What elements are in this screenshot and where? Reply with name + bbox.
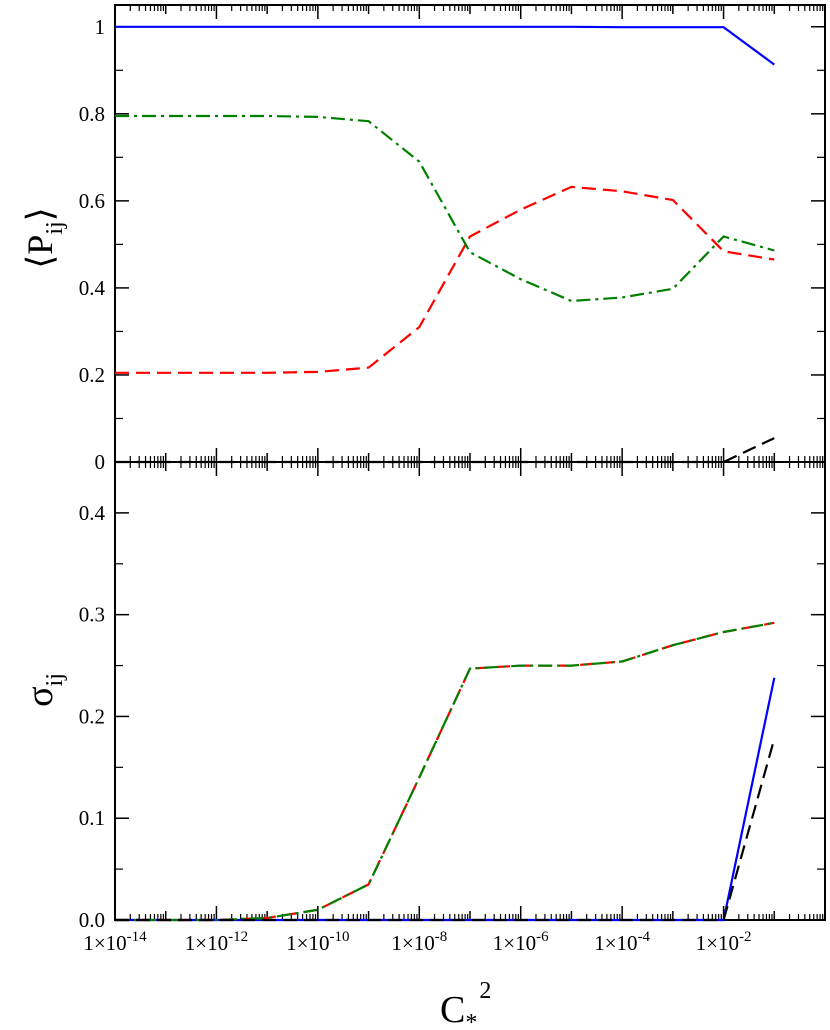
top-panel: 0 0.2 0.4 0.6 0.8 1 <box>79 4 826 474</box>
bottom-series-line-0 <box>115 677 776 922</box>
top-series-line-1 <box>115 185 775 374</box>
bottom-series-line-1 <box>115 621 775 922</box>
top-series-line-0 <box>115 25 775 66</box>
top-ytick-label: 1 <box>95 15 106 39</box>
bottom-ytick-label: 0.1 <box>79 806 105 830</box>
bottom-ytick-label: 0.4 <box>79 501 106 525</box>
xtick-label: 1×10-12 <box>185 929 248 955</box>
bottom-ytick-label: 0.2 <box>79 704 105 728</box>
xtick-label: 1×10-2 <box>696 929 752 955</box>
xtick-label: 1×10-8 <box>391 929 447 955</box>
top-ytick-label: 0 <box>95 450 106 474</box>
top-ytick-label: 0.2 <box>79 363 105 387</box>
bottom-frame <box>114 461 826 921</box>
bottom-ylabel: σij <box>19 673 68 707</box>
xtick-label: 1×10-6 <box>493 929 549 955</box>
bottom-series-line-3 <box>115 738 776 922</box>
top-ylabel: ⟨Pij⟩ <box>20 207 68 268</box>
top-ytick-label: 0.6 <box>79 189 105 213</box>
top-series-line-2 <box>115 114 775 303</box>
bottom-series-line-2 <box>115 621 775 922</box>
xtick-label: 1×10-14 <box>83 929 147 955</box>
top-frame <box>114 4 826 463</box>
top-ytick-label: 0.8 <box>79 102 105 126</box>
xtick-label: 1×10-10 <box>286 929 349 955</box>
xlabel: C*2 <box>440 978 491 1030</box>
bottom-ytick-label: 0.0 <box>79 908 105 932</box>
bottom-ytick-label: 0.3 <box>79 603 105 627</box>
top-ytick-label: 0.4 <box>79 276 106 300</box>
xtick-label: 1×10-4 <box>594 929 650 955</box>
bottom-panel: 0.0 0.1 0.2 0.3 0.4 1×10-14 1×10-12 1×10-10 1×10… <box>79 461 826 955</box>
